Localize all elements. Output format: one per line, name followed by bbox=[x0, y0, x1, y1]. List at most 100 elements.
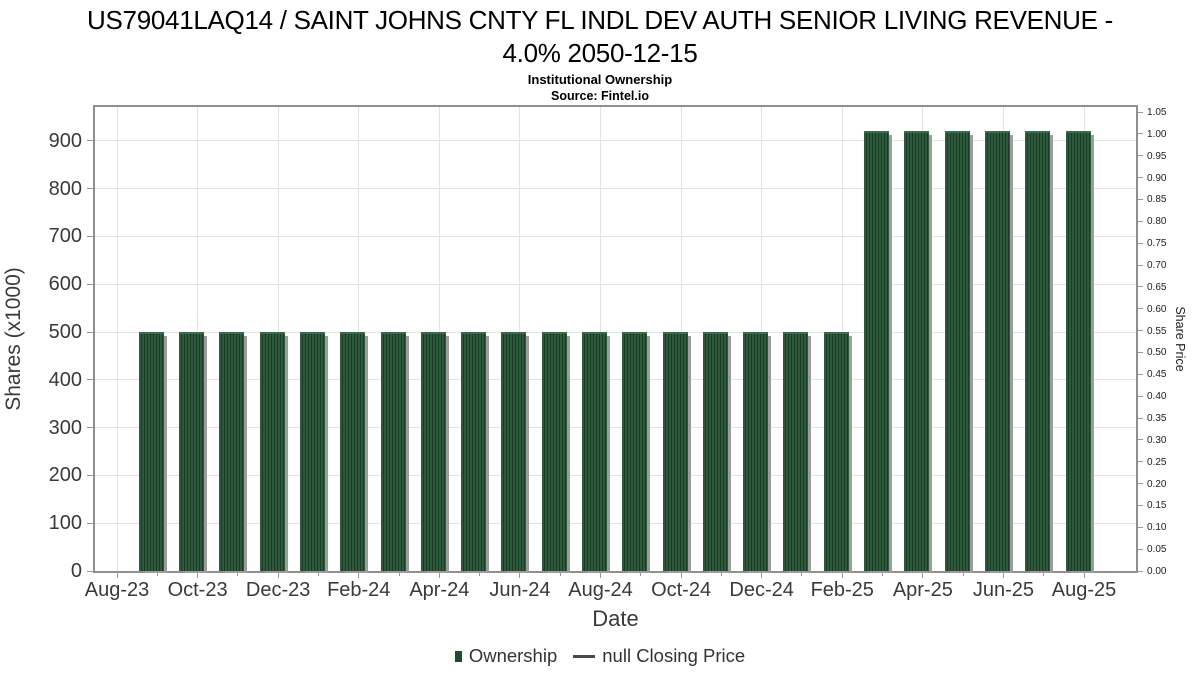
right-axis-tick bbox=[1138, 220, 1143, 222]
ownership-bar[interactable] bbox=[582, 332, 607, 571]
right-axis-tick-label: 0.15 bbox=[1147, 500, 1167, 512]
x-axis-tick bbox=[116, 573, 118, 578]
ownership-bar[interactable] bbox=[864, 131, 890, 571]
x-axis-tick bbox=[1002, 573, 1004, 578]
chart-source: Source: Fintel.io bbox=[551, 89, 649, 103]
legend-item-ownership[interactable]: Ownership bbox=[454, 645, 557, 667]
ownership-bar[interactable] bbox=[501, 332, 527, 571]
left-axis-tick-label: 700 bbox=[48, 225, 82, 248]
x-axis-tick bbox=[277, 573, 279, 578]
h-gridline bbox=[95, 235, 1136, 237]
right-axis-tick bbox=[1138, 308, 1143, 310]
page-title-line2: 4.0% 2050-12-15 bbox=[502, 38, 698, 68]
closing-price-line-icon bbox=[573, 654, 596, 658]
ownership-bar[interactable] bbox=[783, 332, 809, 571]
ownership-bar[interactable] bbox=[219, 332, 245, 571]
right-axis-title: Share Price bbox=[1173, 306, 1187, 372]
left-axis-tick bbox=[87, 379, 93, 381]
right-axis-tick-label: 0.30 bbox=[1147, 434, 1167, 446]
ownership-swatch-icon bbox=[454, 650, 462, 662]
right-axis-tick bbox=[1138, 439, 1143, 441]
right-axis-tick-label: 1.05 bbox=[1147, 107, 1167, 119]
x-axis-tick-label: Oct-23 bbox=[167, 579, 228, 601]
right-axis-tick-label: 0.75 bbox=[1147, 238, 1167, 250]
x-axis-tick bbox=[438, 573, 440, 578]
right-axis-tick-label: 0.20 bbox=[1147, 478, 1167, 490]
x-axis-tick bbox=[841, 573, 843, 578]
right-axis-tick-label: 0.55 bbox=[1147, 325, 1167, 337]
right-axis-tick bbox=[1138, 155, 1143, 157]
ownership-bar[interactable] bbox=[138, 332, 164, 571]
x-axis-minor-tick bbox=[640, 573, 642, 576]
right-axis-tick bbox=[1138, 133, 1143, 135]
x-axis-tick bbox=[1083, 573, 1085, 578]
right-axis-tick-label: 1.00 bbox=[1147, 128, 1167, 140]
ownership-bar[interactable] bbox=[299, 332, 325, 571]
ownership-bar[interactable] bbox=[662, 332, 688, 571]
ownership-bar[interactable] bbox=[179, 332, 205, 571]
ownership-bar[interactable] bbox=[823, 332, 849, 571]
right-axis-tick bbox=[1138, 504, 1143, 506]
x-axis-minor-tick bbox=[962, 573, 964, 576]
h-gridline bbox=[95, 331, 1136, 333]
left-axis-tick bbox=[87, 235, 93, 237]
ownership-bar[interactable] bbox=[461, 332, 487, 571]
right-axis-tick bbox=[1138, 177, 1143, 179]
right-axis-tick-label: 0.80 bbox=[1147, 216, 1167, 228]
h-gridline bbox=[95, 188, 1136, 190]
x-axis-tick-label: Apr-25 bbox=[892, 579, 953, 601]
right-axis-tick bbox=[1138, 111, 1143, 113]
h-gridline bbox=[95, 283, 1136, 285]
ownership-bar[interactable] bbox=[622, 332, 648, 571]
x-axis-tick-label: Oct-24 bbox=[651, 579, 712, 601]
legend-item-closing-price[interactable]: null Closing Price bbox=[573, 645, 745, 667]
left-axis-tick-label: 500 bbox=[48, 321, 82, 344]
ownership-bar[interactable] bbox=[1025, 131, 1051, 571]
legend: Ownership null Closing Price bbox=[0, 645, 1200, 667]
left-axis-tick-label: 0 bbox=[70, 560, 82, 582]
left-axis-tick-label: 200 bbox=[48, 464, 82, 487]
ownership-bar[interactable] bbox=[420, 332, 446, 571]
ownership-bar[interactable] bbox=[380, 332, 406, 571]
right-axis-tick-label: 0.00 bbox=[1147, 566, 1167, 577]
h-gridline bbox=[95, 140, 1136, 142]
h-gridline bbox=[95, 427, 1136, 429]
right-axis-tick bbox=[1138, 417, 1143, 419]
h-gridline bbox=[95, 379, 1136, 381]
x-axis-minor-tick bbox=[559, 573, 561, 576]
right-axis-tick-label: 0.60 bbox=[1147, 303, 1167, 315]
ownership-bar[interactable] bbox=[1065, 131, 1091, 571]
x-axis-minor-tick bbox=[237, 573, 239, 576]
right-axis-tick-label: 0.25 bbox=[1147, 456, 1167, 468]
right-axis-tick-label: 0.40 bbox=[1147, 391, 1167, 403]
left-axis-tick bbox=[87, 283, 93, 285]
x-axis-tick bbox=[680, 573, 682, 578]
ownership-bar[interactable] bbox=[743, 332, 769, 571]
x-axis-tick bbox=[761, 573, 763, 578]
ownership-bar[interactable] bbox=[984, 131, 1010, 571]
ownership-bar[interactable] bbox=[702, 332, 728, 571]
left-axis-tick-label: 100 bbox=[48, 512, 82, 535]
left-axis-tick bbox=[87, 522, 93, 524]
ownership-bar[interactable] bbox=[944, 131, 970, 571]
right-axis-tick-label: 0.70 bbox=[1147, 260, 1167, 272]
right-axis-tick-label: 0.95 bbox=[1147, 150, 1167, 162]
ownership-bar[interactable] bbox=[340, 332, 366, 571]
x-axis-minor-tick bbox=[720, 573, 722, 576]
right-axis-tick-label: 0.65 bbox=[1147, 281, 1167, 293]
right-axis-tick-label: 0.35 bbox=[1147, 413, 1167, 424]
left-axis-tick bbox=[87, 474, 93, 476]
x-axis-tick-label: Apr-24 bbox=[409, 579, 470, 601]
left-axis-tick bbox=[87, 331, 93, 333]
right-axis-tick bbox=[1138, 198, 1143, 200]
x-axis-minor-tick bbox=[156, 573, 158, 576]
ownership-bar[interactable] bbox=[259, 332, 285, 571]
ownership-bar[interactable] bbox=[541, 332, 567, 571]
x-axis-tick-label: Feb-25 bbox=[810, 579, 874, 601]
left-axis-tick-label: 800 bbox=[48, 177, 82, 200]
x-axis-tick-label: Aug-25 bbox=[1051, 579, 1117, 601]
left-axis-tick-label: 600 bbox=[48, 273, 82, 296]
right-axis-tick bbox=[1138, 461, 1143, 463]
x-axis-minor-tick bbox=[317, 573, 319, 576]
ownership-bar[interactable] bbox=[904, 131, 930, 571]
